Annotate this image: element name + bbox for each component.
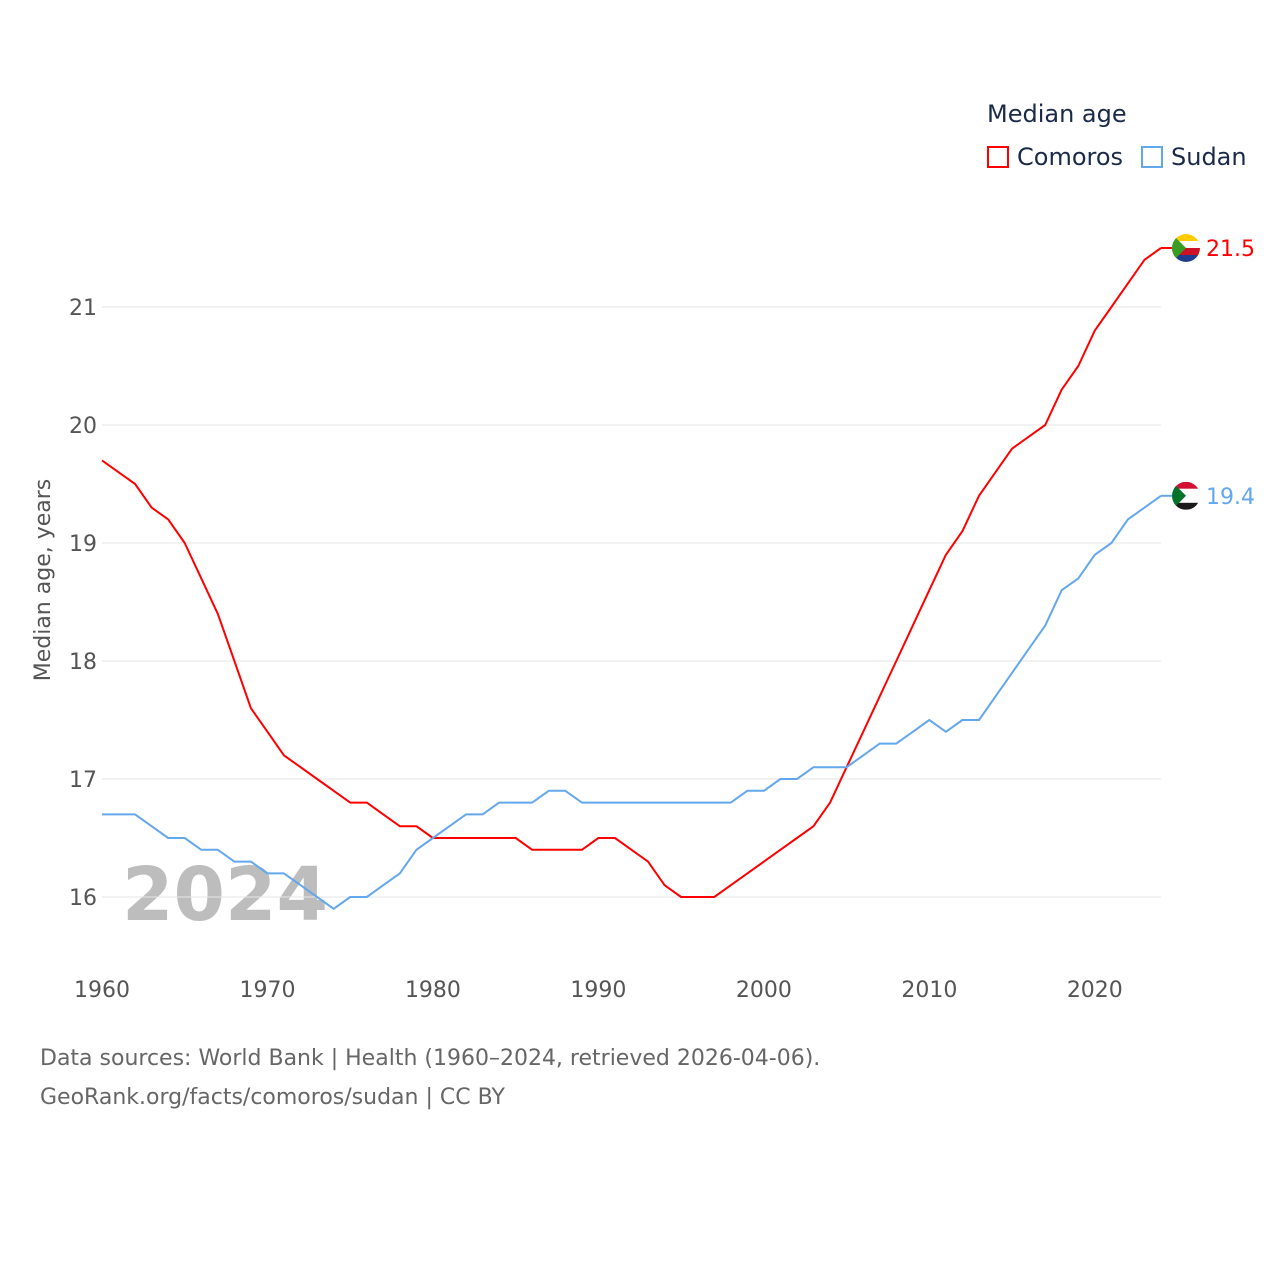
x-tick-label: 1970	[239, 978, 295, 1003]
legend-swatch-sudan	[1141, 146, 1163, 168]
sudan-flag-icon	[1172, 481, 1200, 510]
x-tick-label: 1980	[405, 978, 461, 1003]
y-tick-label: 16	[69, 886, 97, 911]
comoros-flag-icon	[1172, 234, 1200, 262]
y-tick-label: 17	[69, 768, 97, 793]
legend-item-comoros[interactable]: Comoros	[987, 143, 1123, 171]
legend-label: Comoros	[1017, 143, 1124, 171]
series-end-label: 21.5	[1206, 237, 1255, 262]
year-watermark: 2024	[122, 852, 328, 938]
series-end-label: 19.4	[1206, 485, 1255, 510]
x-tick-label: 1960	[74, 978, 130, 1003]
legend-label: Sudan	[1171, 143, 1247, 171]
y-tick-label: 19	[69, 532, 97, 557]
legend-swatch-comoros	[987, 146, 1009, 168]
x-tick-label: 1990	[570, 978, 626, 1003]
series-line-sudan	[102, 494, 1162, 910]
x-tick-label: 2020	[1067, 978, 1123, 1003]
footer-sources: Data sources: World Bank | Health (1960–…	[40, 1046, 821, 1071]
legend-item-sudan[interactable]: Sudan	[1141, 143, 1247, 171]
y-tick-label: 20	[69, 414, 97, 439]
y-tick-label: 21	[69, 296, 97, 321]
footer-credit: GeoRank.org/facts/comoros/sudan | CC BY	[40, 1085, 505, 1110]
x-tick-label: 2010	[901, 978, 957, 1003]
y-axis-label: Median age, years	[31, 479, 56, 682]
x-tick-label: 2000	[736, 978, 792, 1003]
y-tick-label: 18	[69, 650, 97, 675]
legend-title: Median age	[987, 100, 1127, 128]
series-line-comoros	[101, 247, 1162, 898]
